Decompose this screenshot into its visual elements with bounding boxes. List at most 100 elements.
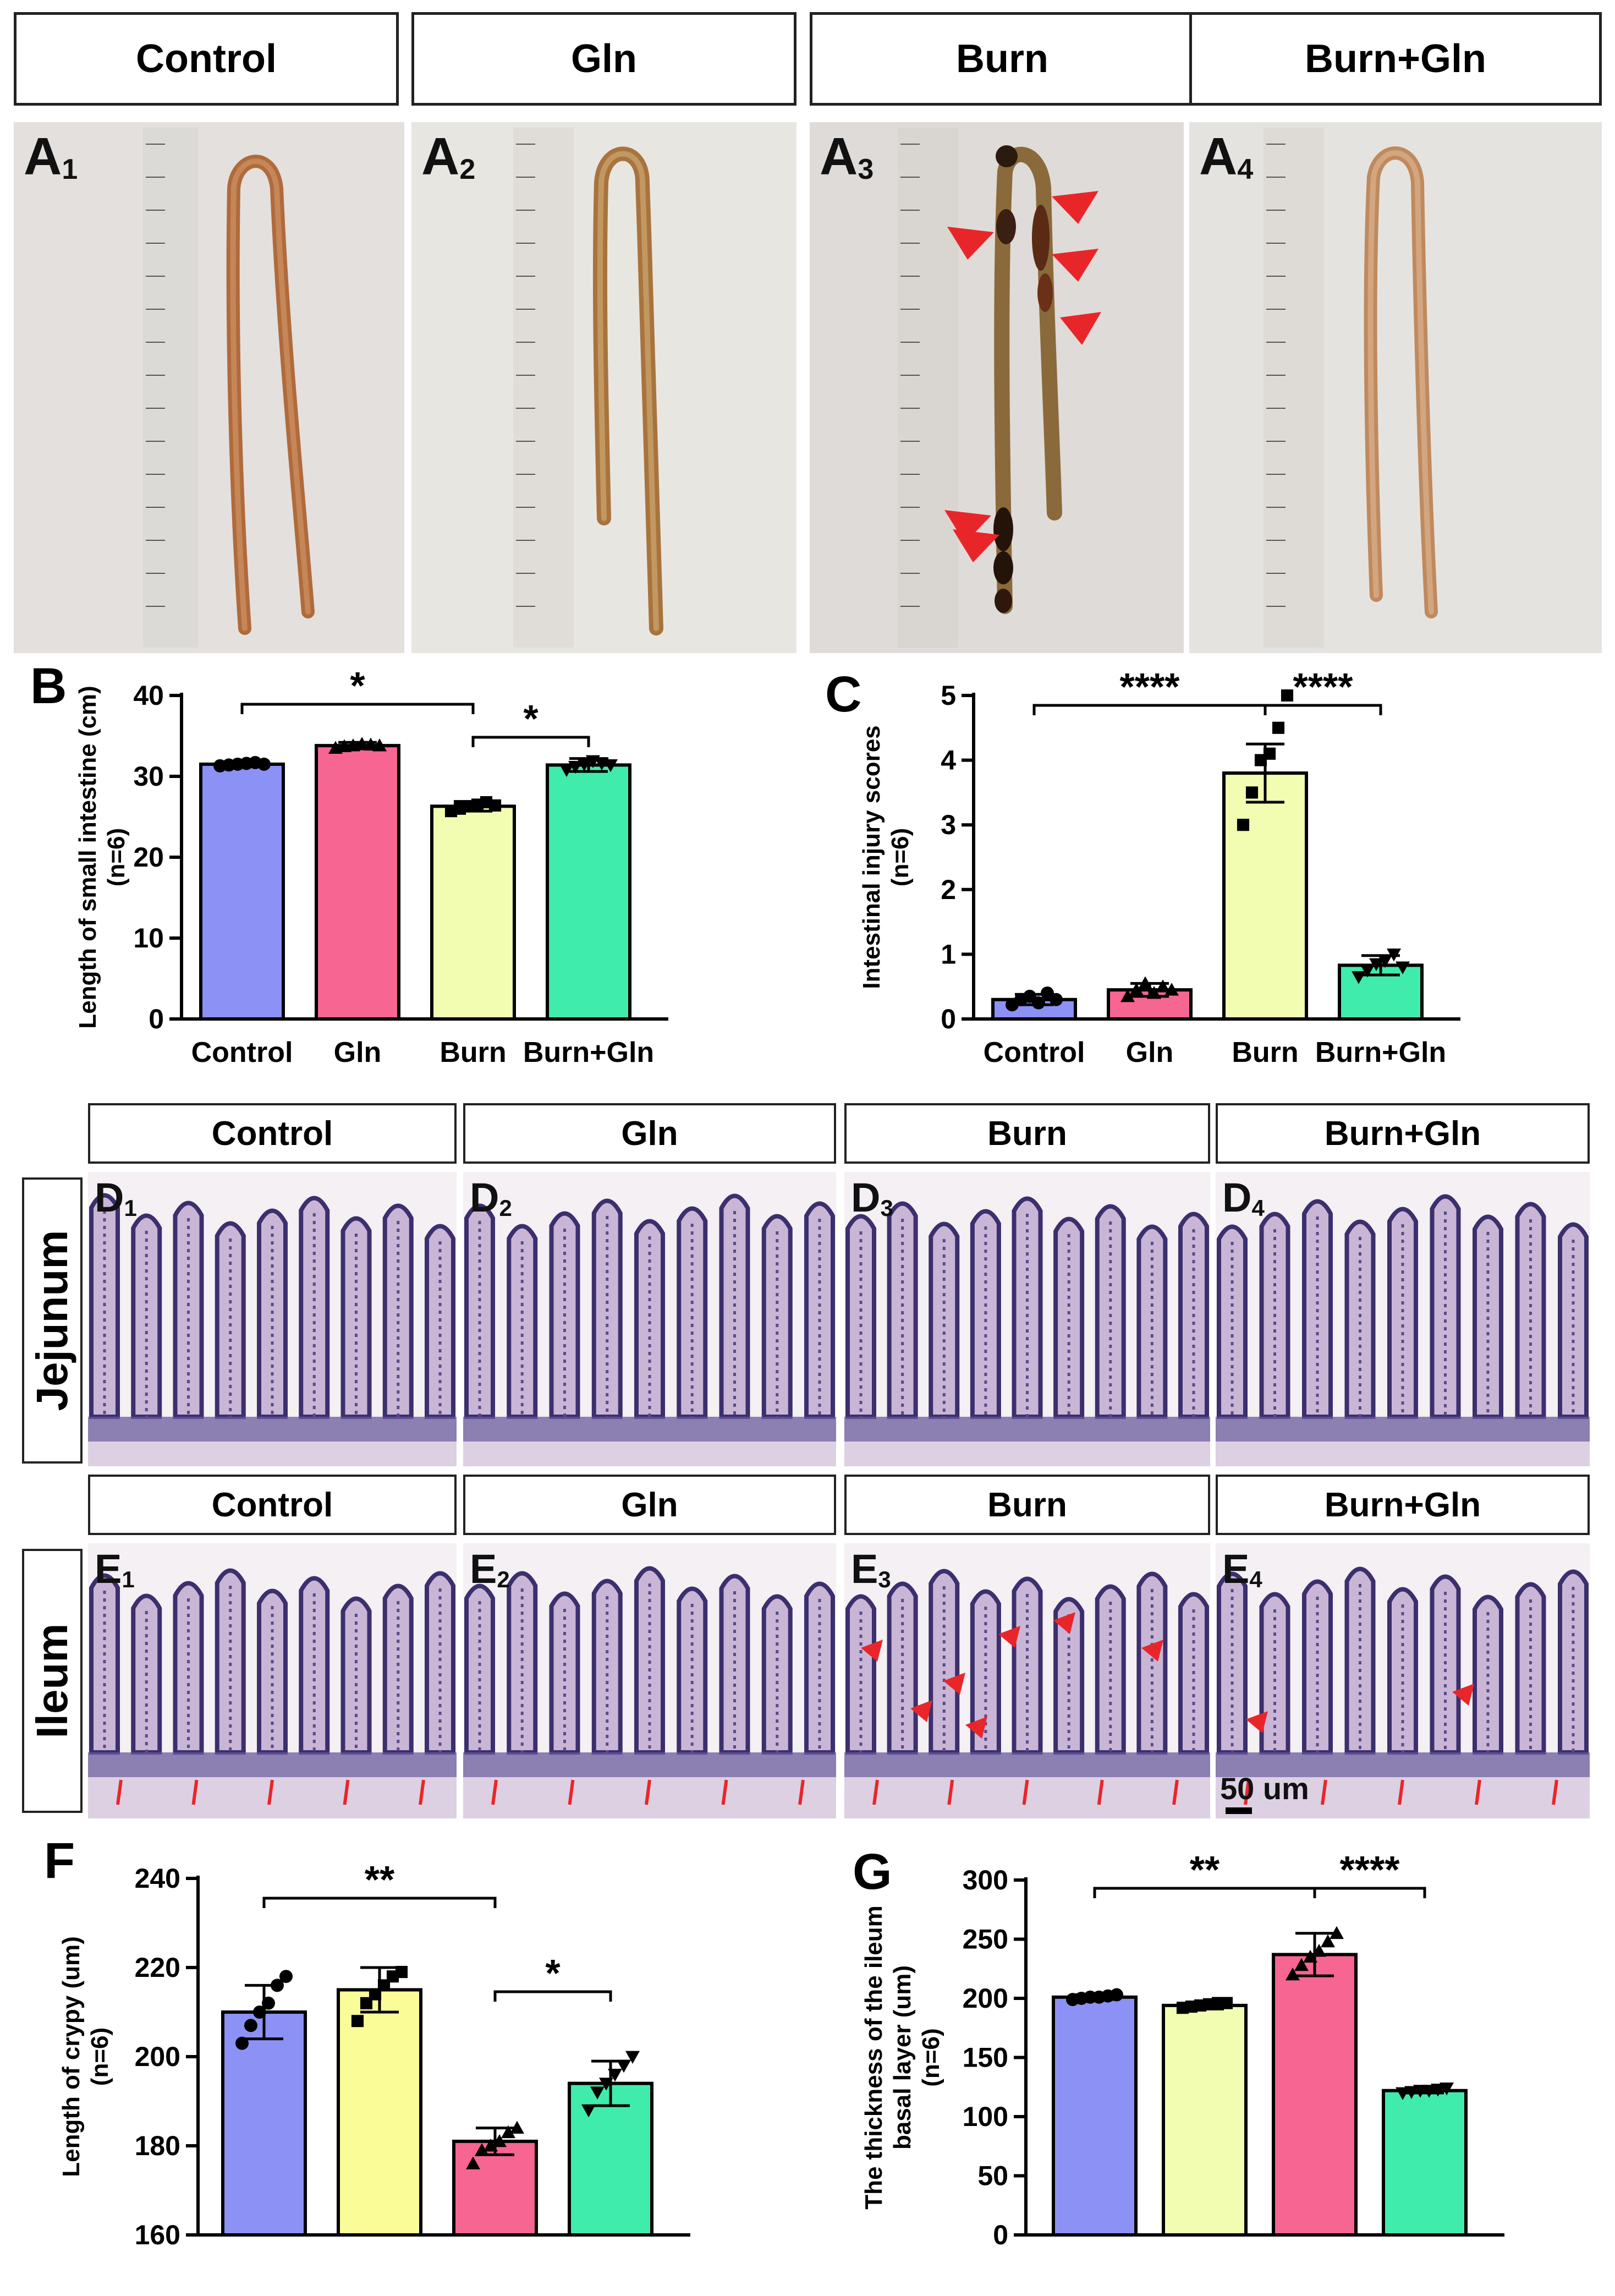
data-point	[1050, 993, 1063, 1006]
villi-illustration	[1216, 1543, 1590, 1818]
villus	[719, 1574, 750, 1755]
ruler-intestine-illustration	[1264, 128, 1438, 648]
data-point	[1263, 747, 1276, 760]
significance-label: *	[350, 664, 365, 707]
header-a-control: Control	[14, 12, 399, 106]
data-point	[617, 2059, 631, 2073]
bar	[315, 744, 400, 1021]
significance-label: ****	[1120, 665, 1180, 708]
muscle-layer	[88, 1442, 457, 1466]
significance-label: ****	[1293, 665, 1354, 708]
villus	[257, 1588, 288, 1755]
histology-e2: E2	[463, 1543, 836, 1818]
data-point	[1032, 996, 1045, 1010]
villus	[215, 1221, 246, 1419]
crypt-layer	[1216, 1752, 1590, 1777]
villus	[1515, 1582, 1546, 1755]
data-point	[466, 2156, 480, 2169]
significance-bracket	[471, 736, 590, 747]
y-tick-label: 30	[133, 761, 164, 792]
header-e-control: Control	[88, 1475, 457, 1535]
chart-f-crypt-length: 160 180 200 220 240 Length of crypy (um) (n=6)…	[58, 1858, 690, 2250]
data-point	[475, 2143, 489, 2156]
header-d-burn: Burn	[844, 1103, 1210, 1164]
y-tick-label: 0	[993, 2220, 1008, 2250]
data-point	[1294, 1958, 1309, 1971]
header-d-gln: Gln	[463, 1103, 836, 1164]
data-point	[1286, 1968, 1300, 1981]
villus	[634, 1566, 665, 1755]
villus	[1136, 1571, 1168, 1755]
data-point	[1330, 1926, 1344, 1939]
villus	[1430, 1574, 1461, 1755]
y-tick-label: 220	[135, 1952, 180, 1983]
crypt-layer	[1216, 1417, 1590, 1442]
category-label: Burn+Gln	[1315, 1037, 1446, 1068]
y-tick-label: 0	[941, 1004, 956, 1034]
bar	[199, 762, 285, 1021]
data-point	[372, 738, 387, 752]
y-axis-label: (n=6)	[918, 2028, 944, 2086]
villus	[1344, 1566, 1376, 1755]
header-e-burngln: Burn+Gln	[1216, 1475, 1590, 1535]
bar	[1222, 771, 1308, 1021]
y-tick-label: 240	[135, 1863, 180, 1894]
thickness-marker	[1321, 1779, 1327, 1805]
thickness-marker	[1552, 1779, 1558, 1805]
villus	[804, 1201, 835, 1419]
data-point	[1120, 989, 1135, 1002]
data-point	[244, 2019, 257, 2032]
data-point	[492, 2134, 507, 2147]
significance-bracket	[240, 703, 475, 714]
data-point	[559, 764, 574, 777]
thickness-marker	[872, 1779, 879, 1805]
bar	[1272, 1953, 1358, 2237]
villus	[1095, 1584, 1126, 1755]
data-point	[488, 799, 502, 812]
data-point	[1360, 965, 1375, 978]
significance-bracket	[1264, 704, 1382, 715]
muscle-layer	[844, 1442, 1210, 1466]
y-tick-label: 4	[941, 745, 956, 776]
villus	[382, 1203, 414, 1419]
y-tick-label: 1	[941, 939, 956, 969]
data-point	[608, 2069, 622, 2082]
villi-illustration	[463, 1543, 836, 1818]
villus	[507, 1571, 538, 1755]
data-point	[1396, 2087, 1410, 2100]
y-axis-label: (n=6)	[103, 828, 130, 886]
data-point	[581, 2104, 596, 2118]
crypt-layer	[844, 1752, 1210, 1777]
thickness-marker	[1022, 1779, 1029, 1805]
villus	[340, 1216, 372, 1419]
category-label: Gln	[334, 1037, 382, 1068]
y-axis-label: The thickness of the ileum	[860, 1905, 887, 2210]
category-label: Control	[984, 1037, 1085, 1068]
villi-illustration	[88, 1543, 457, 1818]
histology-e1: E1	[88, 1543, 457, 1818]
data-point	[1147, 985, 1161, 999]
red-arrowhead-markers	[944, 191, 1101, 562]
villus	[464, 1583, 495, 1755]
y-tick-label: 150	[963, 2042, 1008, 2073]
bar	[452, 2139, 538, 2237]
data-point	[1245, 786, 1259, 799]
y-tick-label: 180	[135, 2130, 180, 2161]
data-point	[351, 2015, 364, 2028]
thickness-marker	[568, 1779, 575, 1805]
ruler-intestine-illustration	[143, 128, 315, 648]
villi-illustration	[844, 1172, 1210, 1466]
histology-d3: D3	[844, 1172, 1210, 1466]
y-tick-label: 3	[941, 809, 956, 840]
significance-label: **	[1190, 1848, 1220, 1891]
crypt-layer	[463, 1417, 836, 1442]
thickness-marker	[947, 1779, 954, 1805]
y-tick-label: 160	[135, 2220, 180, 2250]
data-point	[395, 1966, 408, 1979]
villus	[1558, 1222, 1589, 1419]
data-point	[262, 1996, 275, 2010]
data-point	[1281, 689, 1294, 702]
thickness-marker	[798, 1779, 805, 1805]
y-tick-label: 300	[963, 1865, 1008, 1895]
data-point	[501, 2125, 515, 2139]
